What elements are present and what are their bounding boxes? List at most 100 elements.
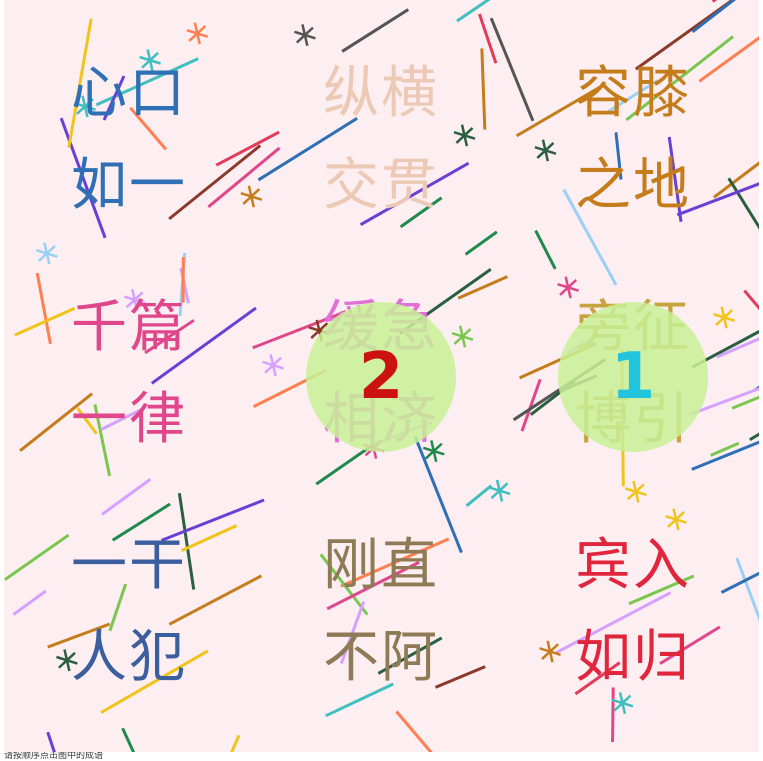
- noise-asterisk: [139, 49, 161, 72]
- noise-line: [35, 272, 52, 345]
- noise-line: [562, 188, 618, 286]
- noise-line: [480, 48, 487, 130]
- noise-line: [111, 502, 171, 542]
- noise-line: [434, 665, 486, 689]
- noise-line: [160, 498, 265, 542]
- idiom-line: 一干: [71, 533, 187, 598]
- marker-number: 1: [610, 340, 656, 414]
- noise-line: [4, 533, 70, 581]
- noise-asterisk: [294, 24, 316, 47]
- idiom-binru[interactable]: 宾入 如归: [538, 520, 728, 704]
- noise-line: [14, 306, 76, 337]
- noise-line: [607, 79, 659, 113]
- noise-line: [144, 319, 195, 355]
- noise-line: [611, 687, 615, 743]
- noise-line: [341, 8, 410, 53]
- noise-asterisk: [713, 306, 736, 329]
- noise-line: [489, 17, 535, 122]
- click-order-marker-2: 2: [306, 302, 456, 452]
- noise-line: [534, 229, 557, 270]
- noise-line: [108, 583, 128, 632]
- noise-line: [168, 144, 262, 221]
- idiom-line: 千篇: [71, 295, 187, 360]
- noise-line: [691, 0, 737, 33]
- noise-line: [457, 275, 509, 300]
- noise-asterisk: [240, 185, 263, 208]
- noise-line: [67, 18, 93, 148]
- noise-line: [101, 478, 152, 516]
- noise-line: [691, 440, 759, 471]
- noise-line: [47, 622, 111, 649]
- noise-line: [377, 636, 443, 675]
- noise-line: [676, 182, 759, 217]
- idiom-line: 心口: [71, 61, 187, 126]
- noise-line: [12, 589, 47, 616]
- noise-line: [614, 132, 623, 180]
- noise-asterisk: [56, 649, 78, 672]
- noise-line: [215, 130, 280, 167]
- idiom-line: 如一: [71, 153, 187, 218]
- noise-line: [177, 492, 196, 590]
- noise-line: [628, 574, 695, 606]
- noise-line: [230, 734, 241, 752]
- noise-line: [257, 117, 358, 182]
- noise-line: [731, 395, 759, 410]
- idiom-gangzhi[interactable]: 刚直 不阿: [286, 520, 476, 704]
- noise-line: [399, 196, 443, 229]
- idiom-qianpian[interactable]: 千篇 一律: [34, 282, 224, 466]
- idiom-xinkou[interactable]: 心口 如一: [34, 48, 224, 232]
- noise-line: [359, 161, 470, 227]
- noise-line: [716, 337, 759, 359]
- noise-line: [659, 625, 721, 665]
- noise-line: [690, 387, 759, 416]
- instruction-text: 请按顺序点击图中的成语: [4, 752, 104, 761]
- idiom-rongxi[interactable]: 容膝 之地: [538, 48, 728, 232]
- noise-line: [46, 731, 56, 752]
- noise-line: [625, 35, 735, 122]
- noise-line: [19, 392, 94, 452]
- idiom-line: 不阿: [323, 625, 439, 690]
- noise-asterisk: [665, 508, 687, 531]
- noise-asterisk: [534, 139, 557, 162]
- noise-line: [698, 36, 759, 83]
- noise-line: [515, 83, 606, 138]
- idiom-line: 宾入: [575, 533, 691, 598]
- noise-line: [720, 571, 759, 594]
- noise-asterisk: [74, 95, 96, 118]
- noise-line: [749, 432, 759, 442]
- idiom-zongheng[interactable]: 纵横 交贯: [286, 48, 476, 232]
- noise-line: [93, 404, 112, 477]
- idiom-line: 之地: [575, 153, 691, 218]
- idiom-yigan[interactable]: 一干 人犯: [34, 520, 224, 704]
- noise-line: [520, 378, 542, 432]
- noise-line: [59, 117, 107, 239]
- noise-line: [667, 136, 683, 222]
- noise-asterisk: [186, 22, 209, 45]
- idiom-line: 纵横: [323, 61, 439, 126]
- noise-line: [102, 75, 126, 121]
- noise-asterisk: [123, 288, 146, 311]
- noise-line: [339, 601, 366, 665]
- noise-line: [464, 230, 498, 256]
- noise-line: [456, 0, 491, 23]
- noise-line: [325, 682, 394, 718]
- noise-line: [395, 710, 433, 752]
- noise-line: [168, 574, 263, 626]
- noise-asterisk: [611, 692, 634, 715]
- noise-line: [315, 442, 375, 486]
- noise-line: [711, 0, 718, 3]
- noise-line: [326, 560, 420, 611]
- noise-asterisk: [557, 276, 579, 299]
- noise-line: [180, 524, 238, 553]
- noise-line: [413, 436, 463, 554]
- noise-line: [319, 553, 369, 616]
- idiom-line: 人犯: [71, 625, 187, 690]
- marker-number: 2: [358, 340, 404, 414]
- noise-line: [727, 177, 759, 230]
- noise-line: [76, 407, 98, 435]
- noise-line: [710, 441, 740, 457]
- noise-asterisk: [262, 354, 284, 377]
- noise-asterisk: [35, 242, 58, 265]
- noise-line: [207, 146, 281, 209]
- idiom-line: 交贯: [323, 153, 439, 218]
